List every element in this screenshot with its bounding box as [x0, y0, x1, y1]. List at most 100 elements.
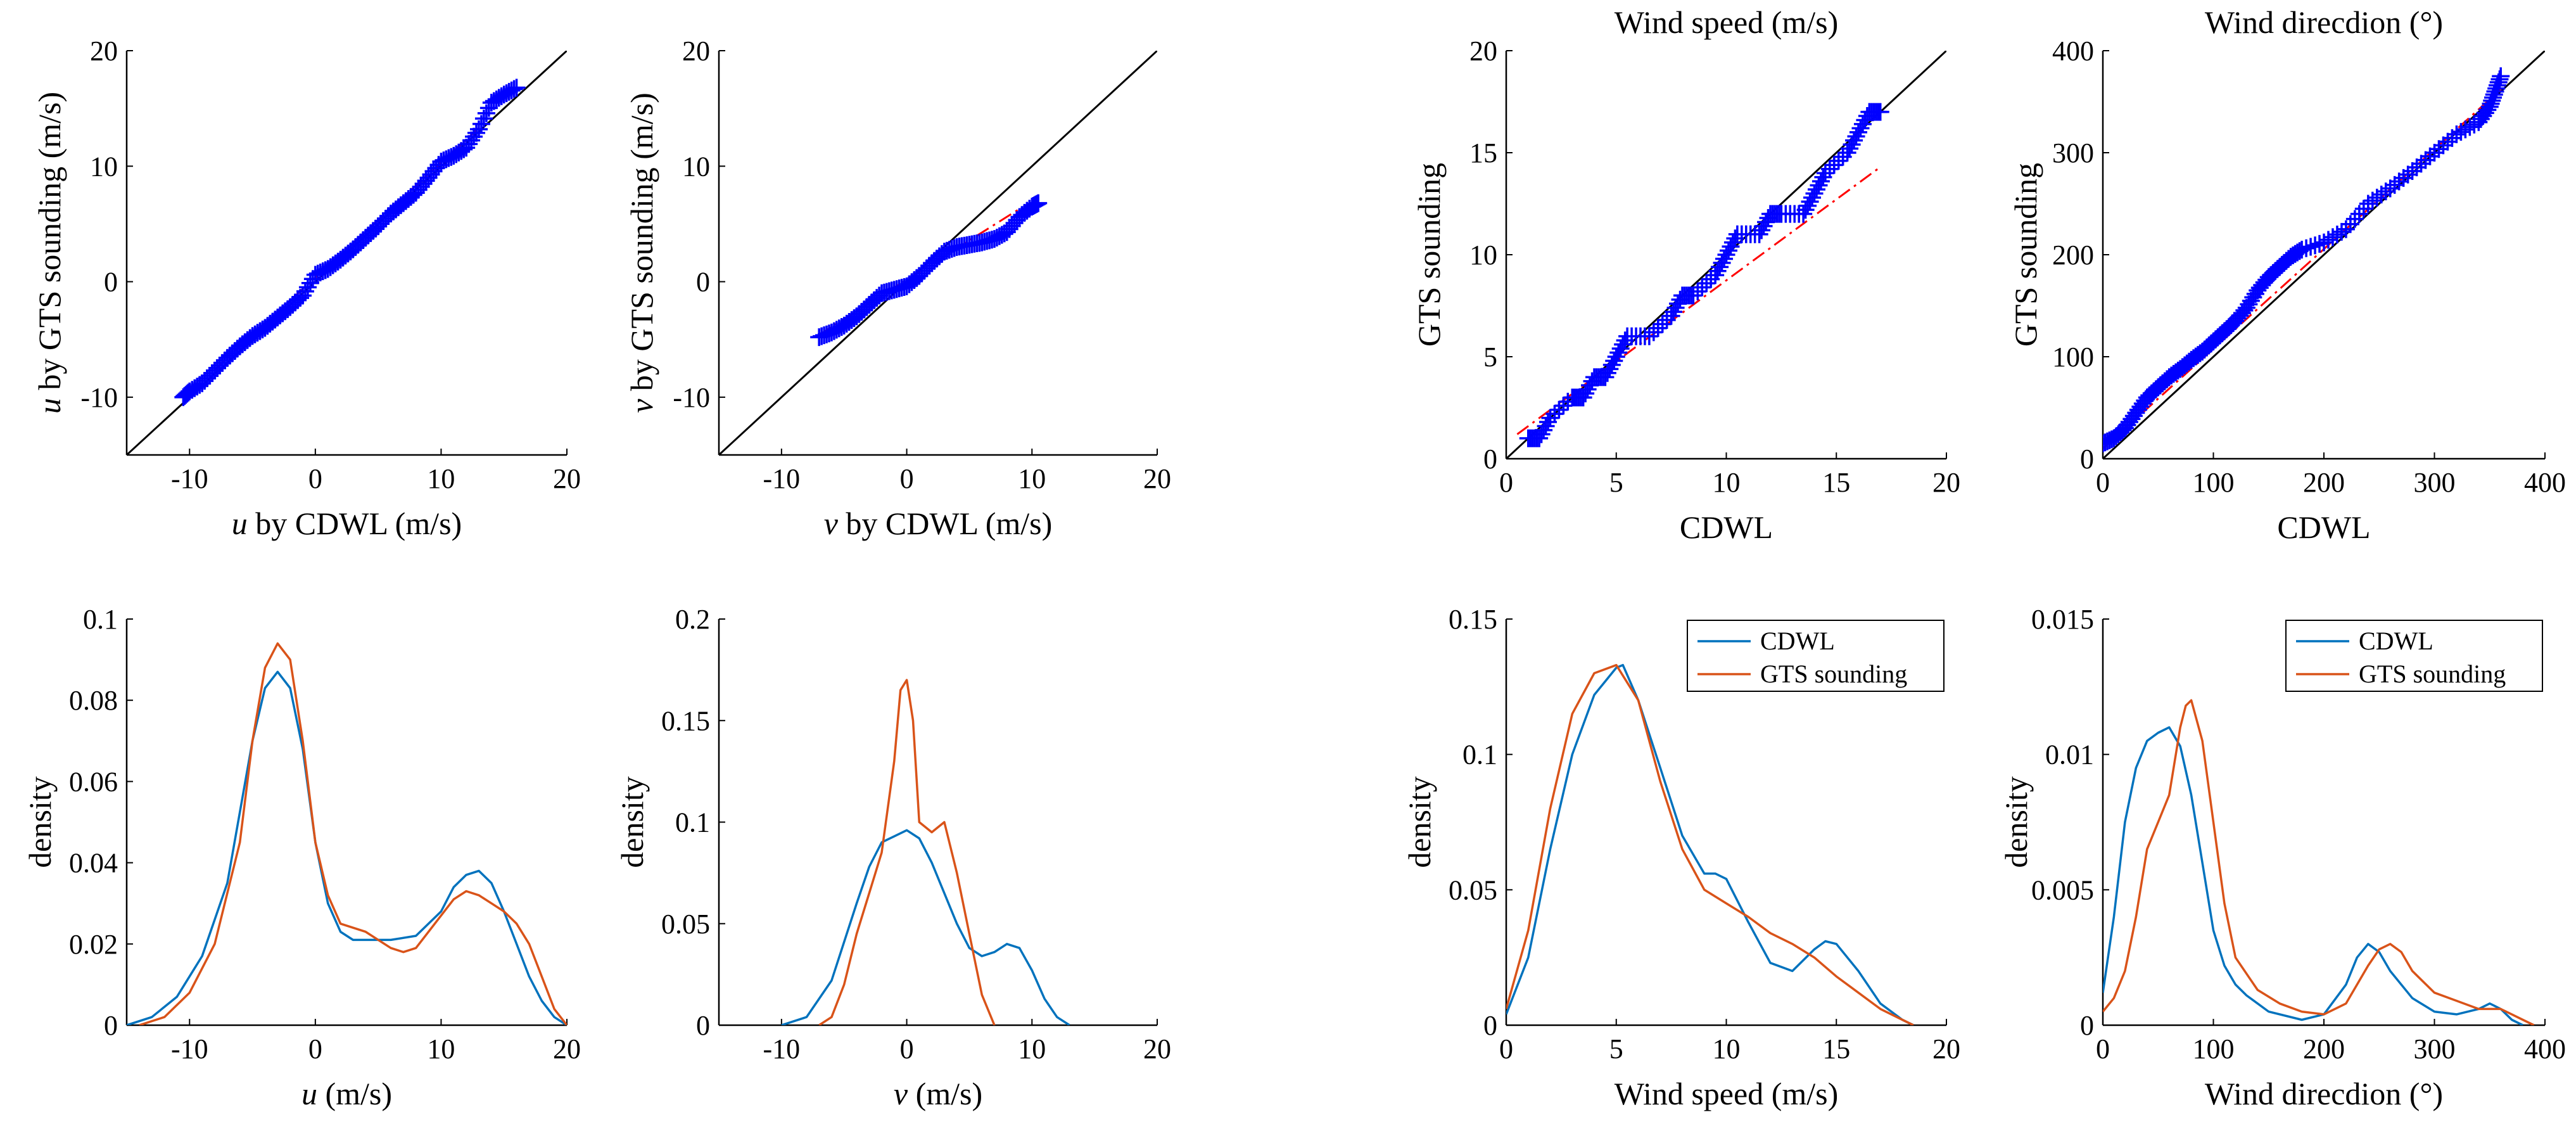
x-tick-label: 20 — [1932, 1033, 1960, 1064]
qq-point — [2434, 136, 2452, 155]
x-tick-label: 0 — [900, 463, 914, 494]
plot-area — [2103, 51, 2545, 459]
chart-kde_speed: 0 5 10 15 20 0 0.05 0.1 0.15 Wind speed (m/s) dens… — [1402, 604, 1960, 1111]
y-tick-label: 0.1 — [675, 807, 710, 838]
density-line-cdwl — [781, 829, 1070, 1025]
y-tick-label: 0.06 — [69, 766, 118, 797]
plot-area — [127, 642, 567, 1025]
y-tick-label: 0.1 — [83, 604, 118, 635]
qq-point — [462, 131, 481, 150]
y-axis-variable: u — [32, 398, 67, 414]
y-tick-label: 10 — [682, 151, 710, 182]
y-axis-label: density — [1402, 776, 1437, 867]
y-tick-label: 0.2 — [675, 604, 710, 635]
y-tick-label: 400 — [2052, 35, 2094, 67]
qq-point — [1029, 194, 1048, 212]
plot-area — [2103, 699, 2535, 1025]
density-line-cdwl — [1506, 663, 1914, 1025]
y-tick-label: 0 — [696, 1010, 710, 1041]
x-axis-label: Wind speed (m/s) — [1615, 1076, 1838, 1111]
x-tick-label: 200 — [2303, 467, 2345, 498]
plot-area — [1506, 51, 1946, 459]
chart-title: Wind direcdion (°) — [2205, 4, 2443, 40]
qq-point — [1574, 388, 1592, 407]
x-tick-label: 20 — [1143, 1033, 1171, 1064]
qq-point — [1717, 246, 1735, 264]
plot-area — [1506, 663, 1914, 1025]
x-tick-label: 5 — [1609, 1033, 1623, 1064]
qq-point — [1871, 103, 1889, 121]
x-tick-label: 10 — [1018, 463, 1046, 494]
qq-point — [1843, 136, 1861, 154]
qq-point — [505, 80, 523, 98]
qq-point — [2416, 151, 2435, 169]
qq-point — [1607, 348, 1625, 366]
qq-point — [918, 259, 936, 278]
qq-point — [1530, 429, 1549, 447]
qq-point — [2311, 234, 2329, 253]
qq-point — [1693, 278, 1711, 297]
qq-point — [2461, 118, 2479, 136]
x-tick-label: 0 — [2096, 467, 2110, 498]
qq-point — [1708, 262, 1727, 280]
y-tick-label: 5 — [1483, 342, 1497, 373]
legend-entry: CDWL — [1760, 627, 1835, 655]
y-axis-variable: v — [624, 399, 659, 413]
y-tick-label: 10 — [90, 151, 118, 182]
y-tick-label: 0 — [2080, 444, 2094, 475]
qq-point — [1713, 253, 1731, 272]
y-tick-label: 200 — [2052, 240, 2094, 271]
y-tick-label: -10 — [673, 382, 710, 413]
y-tick-label: 15 — [1469, 137, 1497, 169]
x-axis-label: Wind direcdion (°) — [2205, 1076, 2443, 1111]
y-tick-label: 0 — [2080, 1010, 2094, 1041]
qq-point — [2412, 155, 2430, 173]
qq-point — [1611, 340, 1630, 358]
y-tick-label: 0 — [104, 267, 118, 298]
density-line-gts — [1506, 663, 1914, 1025]
qq-point — [2332, 222, 2351, 241]
x-tick-label: 0 — [308, 1033, 322, 1064]
x-tick-label: 0 — [1499, 467, 1513, 498]
qq-point — [1545, 405, 1564, 423]
chart-kde_u: -10 0 10 20 0 0.02 0.04 0.06 0.08 0.1 u (m/s) densi… — [22, 604, 581, 1111]
x-tick-label: -10 — [763, 463, 801, 494]
identity-line — [719, 51, 1157, 455]
density-line-cdwl — [127, 670, 567, 1025]
chart-qq_direction: 0 100 200 300 400 0 100 200 300 400 CDWL GTS soundi… — [2008, 4, 2566, 545]
qq-point — [1662, 307, 1680, 325]
qq-point — [210, 356, 229, 374]
qq-point — [1825, 156, 1843, 174]
x-axis-unit: by CDWL (m/s) — [838, 506, 1052, 541]
fit-line — [1516, 166, 1881, 435]
qq-point — [2456, 120, 2475, 139]
x-tick-label: 20 — [1143, 463, 1171, 494]
y-tick-label: 20 — [682, 35, 710, 67]
y-axis-label: density — [22, 776, 58, 867]
legend-entry: GTS sounding — [1760, 660, 1907, 688]
y-tick-label: -10 — [80, 382, 118, 413]
x-axis-label: v by CDWL (m/s) — [824, 506, 1053, 541]
x-axis-label: u by CDWL (m/s) — [232, 506, 462, 541]
qq-point — [1722, 238, 1740, 256]
qq-point — [2399, 165, 2417, 184]
identity-line — [2103, 51, 2545, 459]
y-tick-label: 20 — [90, 35, 118, 67]
y-tick-label: 0.005 — [2031, 874, 2094, 905]
qq-point — [1532, 425, 1551, 444]
qq-point — [1851, 119, 1870, 137]
qq-point — [2403, 162, 2421, 180]
x-axis-variable: v — [894, 1076, 908, 1111]
x-axis-label: u (m/s) — [301, 1076, 392, 1111]
qq-point — [1810, 176, 1828, 195]
x-tick-label: -10 — [763, 1033, 801, 1064]
qq-point — [1689, 282, 1707, 300]
y-axis-label: GTS sounding — [1411, 163, 1447, 347]
legend-entry: GTS sounding — [2359, 660, 2506, 688]
qq-point — [1829, 151, 1848, 170]
qq-point — [1596, 368, 1615, 387]
x-tick-label: 10 — [1713, 467, 1741, 498]
x-tick-label: 10 — [427, 1033, 455, 1064]
qq-point — [1706, 266, 1725, 284]
qq-point — [2288, 243, 2307, 262]
